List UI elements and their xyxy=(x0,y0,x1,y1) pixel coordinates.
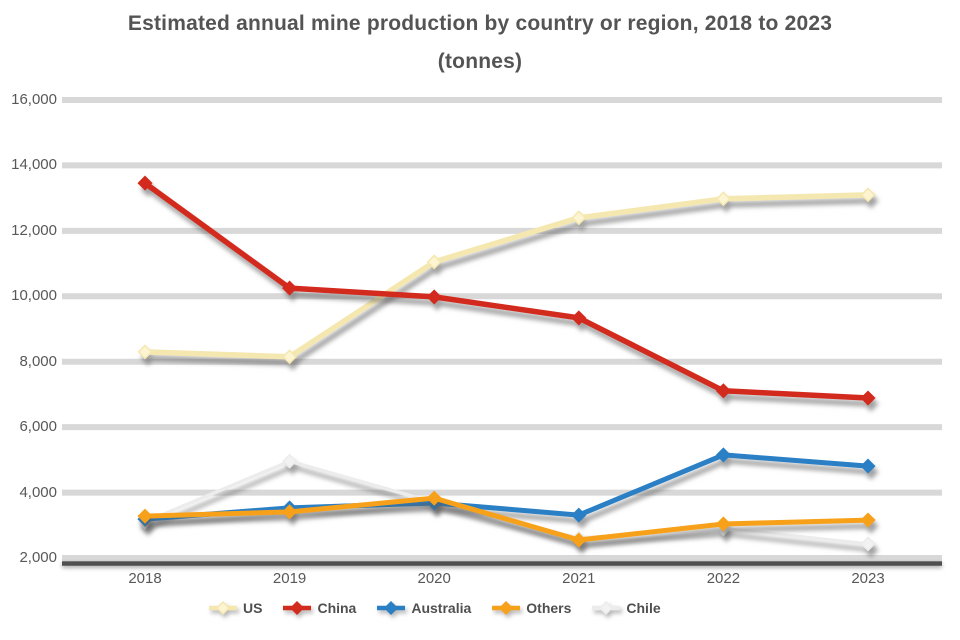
x-axis-tick-label: 2019 xyxy=(272,570,307,587)
legend-label: US xyxy=(243,600,263,616)
data-point-china-2020 xyxy=(426,289,442,305)
x-axis-tick-label: 2020 xyxy=(417,570,451,587)
data-point-others-2019 xyxy=(282,504,298,520)
x-axis-tick-label: 2022 xyxy=(706,570,741,587)
legend-item-chile[interactable]: Chile xyxy=(591,600,661,616)
legend: US China Australia Others Chile xyxy=(208,600,681,616)
legend-diamond xyxy=(499,600,514,616)
chart-title: Estimated annual mine production by coun… xyxy=(127,12,833,35)
data-point-us-2018 xyxy=(137,344,153,360)
legend-item-us[interactable]: US xyxy=(208,600,262,616)
x-axis-tick-label: 2021 xyxy=(562,570,596,587)
series-chile xyxy=(137,453,876,552)
series-china xyxy=(137,175,876,406)
data-point-china-2021 xyxy=(571,310,587,326)
x-axis-tick-label: 2018 xyxy=(128,570,162,587)
data-point-others-2023 xyxy=(860,512,876,528)
series-line-others xyxy=(142,495,871,543)
y-axis-tick-label: 8,000 xyxy=(19,352,57,370)
data-point-us-2021 xyxy=(571,210,587,226)
legend-marker-icon xyxy=(209,600,237,616)
legend-diamond xyxy=(384,600,399,616)
series-others xyxy=(137,490,876,548)
y-axis-tick-label: 10,000 xyxy=(11,287,57,305)
data-point-us-2019 xyxy=(282,349,298,365)
data-point-australia-2023 xyxy=(860,458,876,474)
data-point-others-2021 xyxy=(571,532,587,548)
legend-diamond xyxy=(599,600,614,616)
data-point-chile-2023 xyxy=(860,536,876,552)
y-axis-tick-label: 12,000 xyxy=(11,221,57,239)
legend-item-australia[interactable]: Australia xyxy=(376,600,471,616)
data-point-australia-2021 xyxy=(571,507,587,523)
legend-marker-icon xyxy=(283,600,312,616)
y-axis-tick-label: 16,000 xyxy=(11,91,57,108)
legend-item-china[interactable]: China xyxy=(282,600,356,616)
legend-marker-icon xyxy=(592,600,621,616)
data-point-china-2022 xyxy=(715,383,731,399)
legend-diamond xyxy=(215,600,231,616)
legend-label: Australia xyxy=(411,600,472,616)
legend-label: Others xyxy=(526,600,572,616)
data-point-others-2022 xyxy=(715,516,731,532)
legend-marker-icon xyxy=(492,600,521,616)
data-point-chile-2019 xyxy=(282,453,298,469)
y-axis-tick-label: 14,000 xyxy=(11,156,57,174)
series-line-australia xyxy=(142,452,871,522)
data-point-china-2018 xyxy=(137,175,153,191)
data-point-china-2023 xyxy=(860,390,876,406)
data-point-china-2019 xyxy=(282,280,298,296)
legend-marker-icon xyxy=(377,600,406,616)
data-point-australia-2022 xyxy=(715,447,731,463)
chart-subtitle: (tonnes) xyxy=(437,50,523,73)
legend-item-others[interactable]: Others xyxy=(491,600,571,616)
series-us xyxy=(137,187,876,365)
x-axis-tick-label: 2023 xyxy=(851,570,885,587)
data-point-us-2023 xyxy=(860,187,876,203)
data-point-us-2020 xyxy=(426,254,442,270)
y-axis-tick-label: 4,000 xyxy=(19,483,57,501)
legend-label: China xyxy=(317,600,357,616)
y-axis-tick-label: 6,000 xyxy=(19,418,57,436)
series-line-china xyxy=(142,180,871,401)
legend-diamond xyxy=(290,600,305,616)
legend-label: Chile xyxy=(626,600,661,616)
series-line-us xyxy=(142,192,871,360)
data-point-others-2020 xyxy=(426,490,442,506)
series-line-chile xyxy=(143,459,870,546)
data-point-us-2022 xyxy=(715,191,731,207)
data-point-others-2018 xyxy=(137,508,153,524)
y-axis-tick-label: 2,000 xyxy=(19,549,57,566)
